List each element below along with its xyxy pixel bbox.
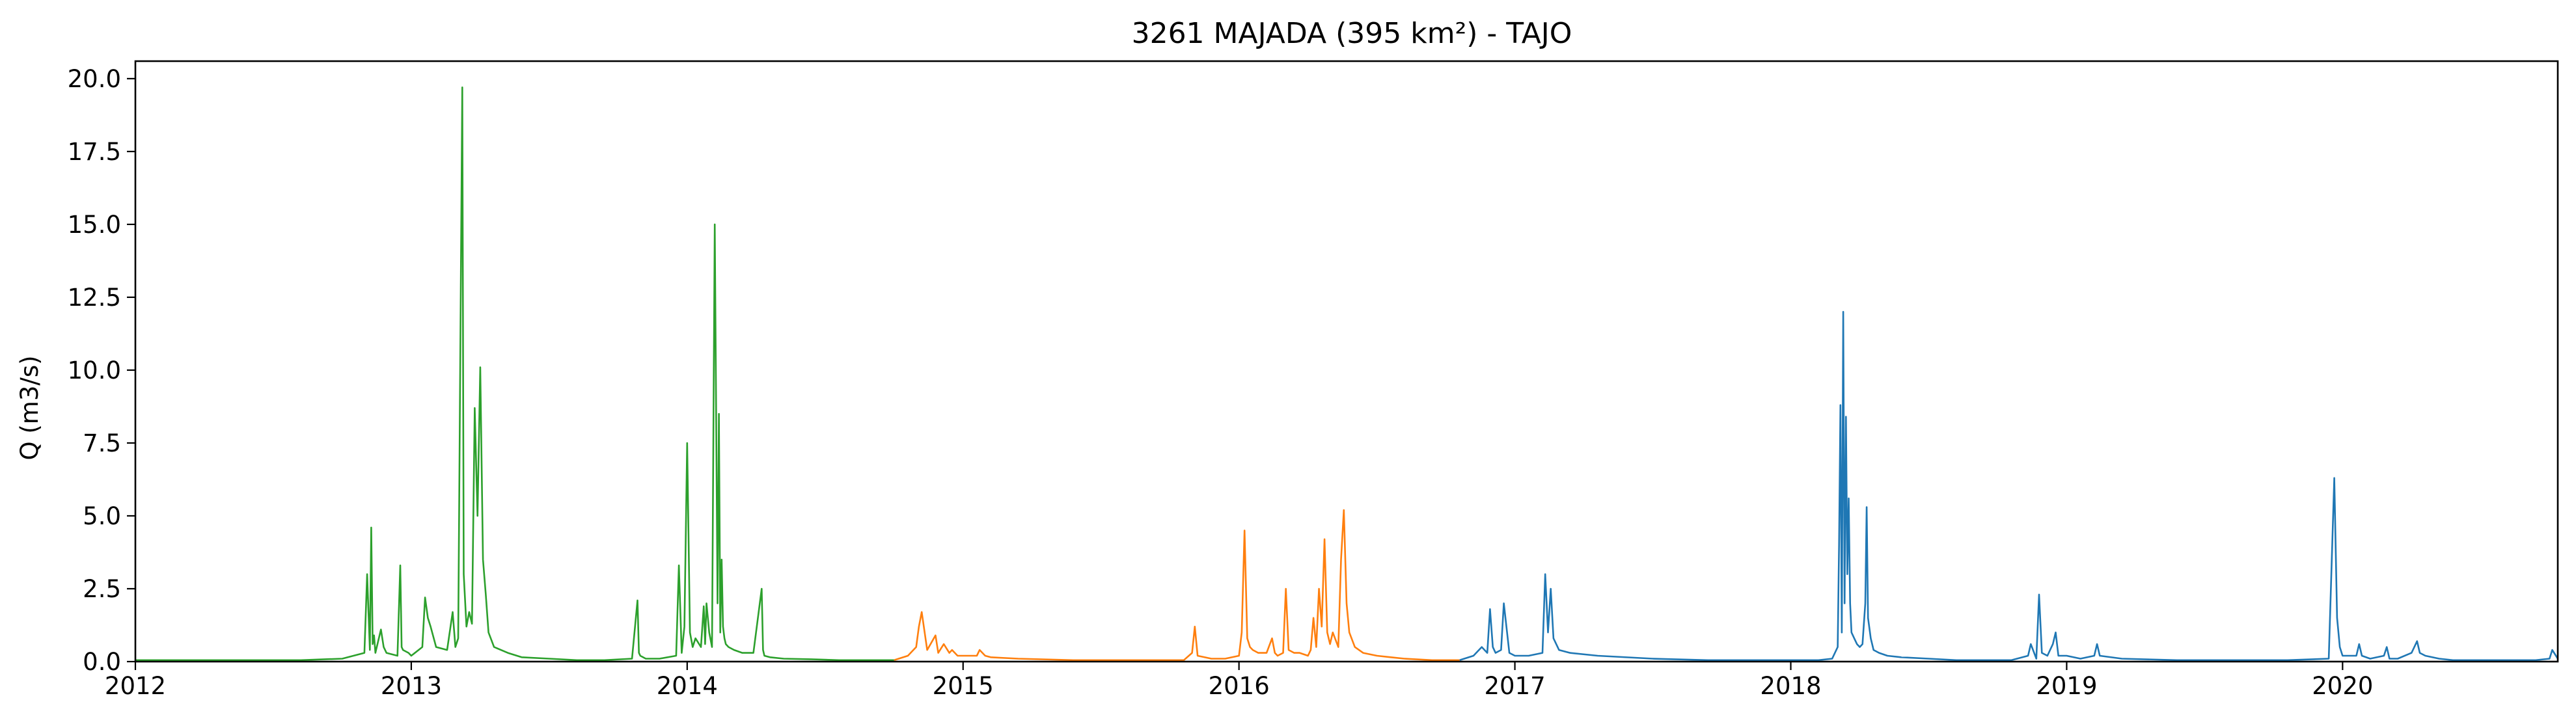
y-tick-label: 10.0 — [68, 356, 121, 384]
y-tick-label: 20.0 — [68, 65, 121, 93]
series-line-0 — [135, 87, 894, 662]
x-tick-label: 2014 — [657, 672, 718, 700]
y-axis-label: Q (m3/s) — [16, 355, 44, 460]
x-tick-label: 2016 — [1209, 672, 1270, 700]
y-tick-label: 2.5 — [83, 575, 121, 603]
x-tick-label: 2017 — [1485, 672, 1546, 700]
y-tick-label: 0.0 — [83, 648, 121, 676]
x-tick-label: 2019 — [2036, 672, 2097, 700]
chart-title: 3261 MAJADA (395 km²) - TAJO — [1132, 17, 1572, 50]
series-line-2 — [1459, 310, 2559, 662]
y-axis: 0.0 2.5 5.0 7.5 10.0 12.5 15.0 17.5 20.0 — [68, 65, 135, 676]
series-line-1 — [894, 509, 1460, 662]
x-tick-label: 2018 — [1760, 672, 1821, 700]
x-tick-label: 2013 — [381, 672, 442, 700]
x-tick-label: 2012 — [105, 672, 166, 700]
x-tick-label: 2020 — [2312, 672, 2373, 700]
y-tick-label: 12.5 — [68, 284, 121, 312]
y-tick-label: 17.5 — [68, 138, 121, 166]
y-tick-label: 7.5 — [83, 429, 121, 457]
x-tick-label: 2015 — [933, 672, 994, 700]
plot-area — [135, 87, 2559, 662]
plot-frame — [134, 60, 2559, 663]
x-axis: 2012 2013 2014 2015 2016 2017 2018 2019 2020 — [105, 662, 2373, 700]
y-tick-label: 5.0 — [83, 502, 121, 530]
y-tick-label: 15.0 — [68, 211, 121, 239]
